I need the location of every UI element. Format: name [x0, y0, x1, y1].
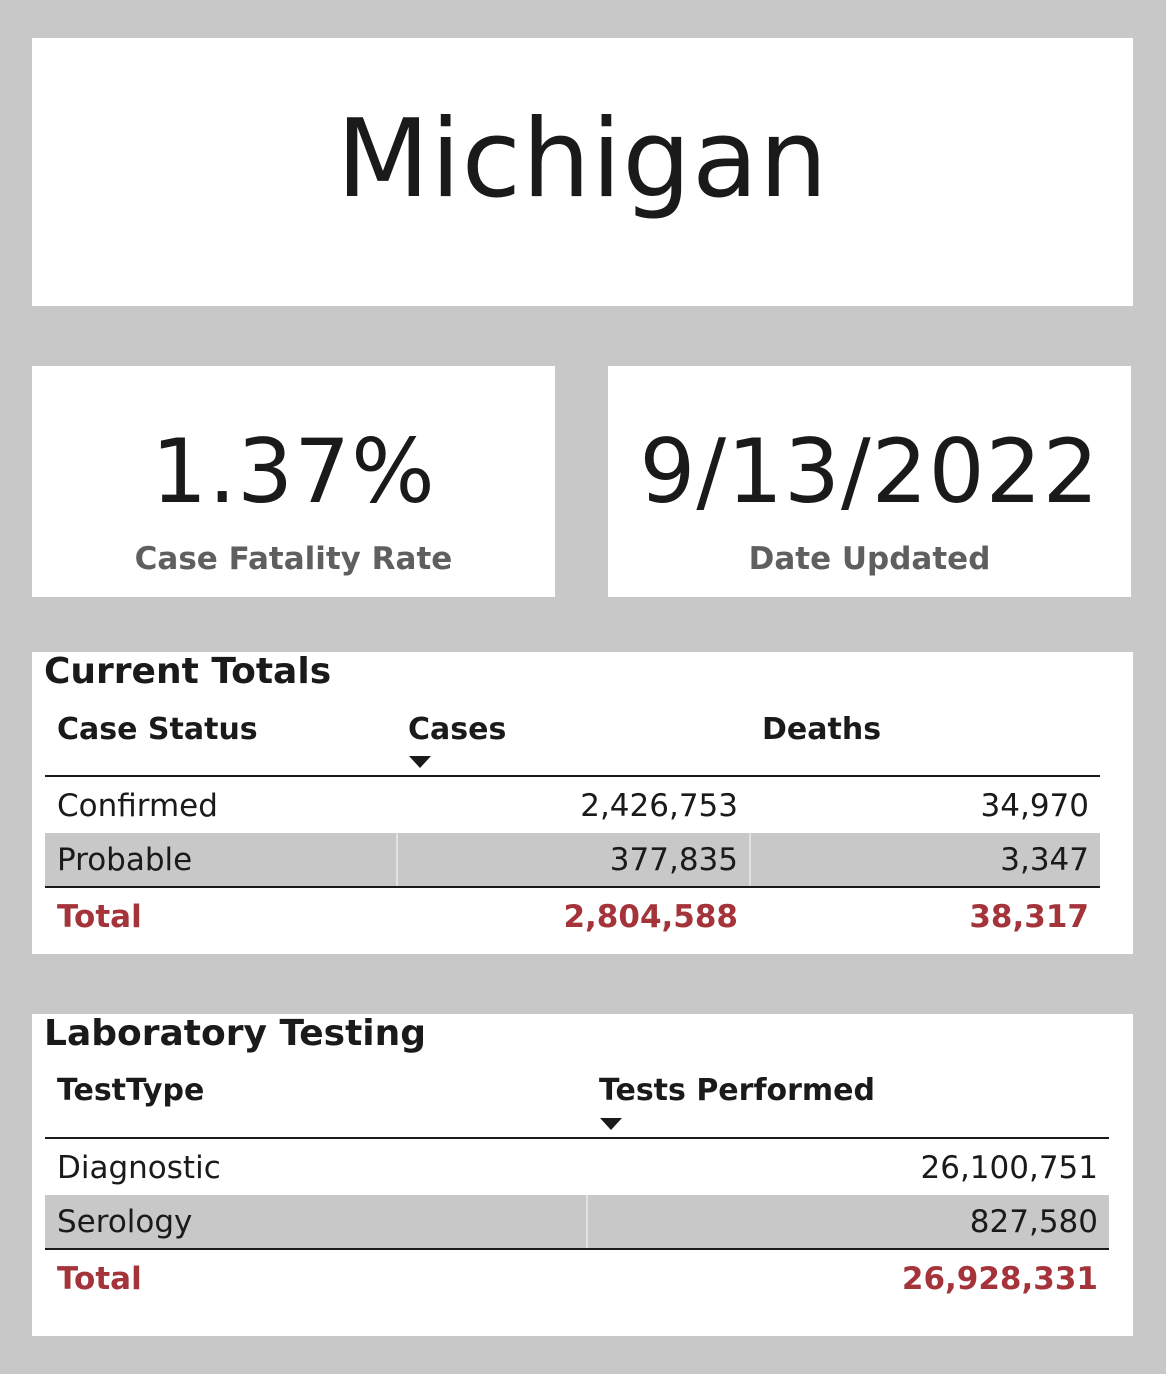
date-updated-value: 9/13/2022 — [639, 420, 1100, 523]
state-title: Michigan — [336, 97, 829, 222]
laboratory-testing-table: Laboratory Testing TestType Tests Perfor… — [32, 1014, 1133, 1336]
cases-cell: 2,426,753 — [580, 788, 738, 824]
header-divider — [45, 1137, 1109, 1139]
test-type-cell: Diagnostic — [57, 1150, 221, 1186]
sort-descending-icon[interactable] — [600, 1118, 622, 1130]
column-header-testtype[interactable]: TestType — [57, 1073, 205, 1108]
case-status-cell: Probable — [57, 842, 193, 878]
laboratory-testing-title: Laboratory Testing — [44, 1013, 427, 1054]
total-divider — [45, 886, 1100, 888]
column-header-tests-performed[interactable]: Tests Performed — [599, 1073, 875, 1108]
case-fatality-rate-value: 1.37% — [151, 420, 436, 523]
total-deaths: 38,317 — [969, 899, 1089, 935]
table-row[interactable]: Confirmed 2,426,753 34,970 — [45, 779, 1100, 833]
table-row[interactable]: Diagnostic 26,100,751 — [45, 1141, 1109, 1195]
case-fatality-rate-label: Case Fatality Rate — [134, 541, 453, 577]
total-tests-performed: 26,928,331 — [901, 1261, 1098, 1297]
title-card: Michigan — [32, 38, 1133, 306]
tests-performed-cell: 827,580 — [969, 1204, 1098, 1240]
column-header-case-status[interactable]: Case Status — [57, 712, 258, 747]
table-row[interactable]: Probable 377,835 3,347 — [45, 833, 1100, 887]
total-label: Total — [57, 899, 142, 935]
column-separator — [749, 833, 751, 887]
total-row: Total 2,804,588 38,317 — [45, 890, 1100, 944]
date-updated-card: 9/13/2022 Date Updated — [608, 366, 1131, 597]
case-status-cell: Confirmed — [57, 788, 218, 824]
deaths-cell: 3,347 — [1000, 842, 1089, 878]
test-type-cell: Serology — [57, 1204, 193, 1240]
sort-descending-icon[interactable] — [409, 756, 431, 768]
total-cases: 2,804,588 — [563, 899, 738, 935]
case-fatality-rate-card: 1.37% Case Fatality Rate — [32, 366, 555, 597]
table-row[interactable]: Serology 827,580 — [45, 1195, 1109, 1249]
column-separator — [586, 1195, 588, 1249]
total-label: Total — [57, 1261, 142, 1297]
current-totals-table: Current Totals Case Status Cases Deaths … — [32, 652, 1133, 954]
column-separator — [396, 833, 398, 887]
current-totals-title: Current Totals — [44, 651, 332, 692]
tests-performed-cell: 26,100,751 — [920, 1150, 1099, 1186]
header-divider — [45, 775, 1100, 777]
column-header-deaths[interactable]: Deaths — [762, 712, 882, 747]
deaths-cell: 34,970 — [980, 788, 1089, 824]
total-divider — [45, 1248, 1109, 1250]
total-row: Total 26,928,331 — [45, 1252, 1109, 1306]
cases-cell: 377,835 — [609, 842, 738, 878]
date-updated-label: Date Updated — [748, 541, 991, 577]
column-header-cases[interactable]: Cases — [408, 712, 507, 747]
